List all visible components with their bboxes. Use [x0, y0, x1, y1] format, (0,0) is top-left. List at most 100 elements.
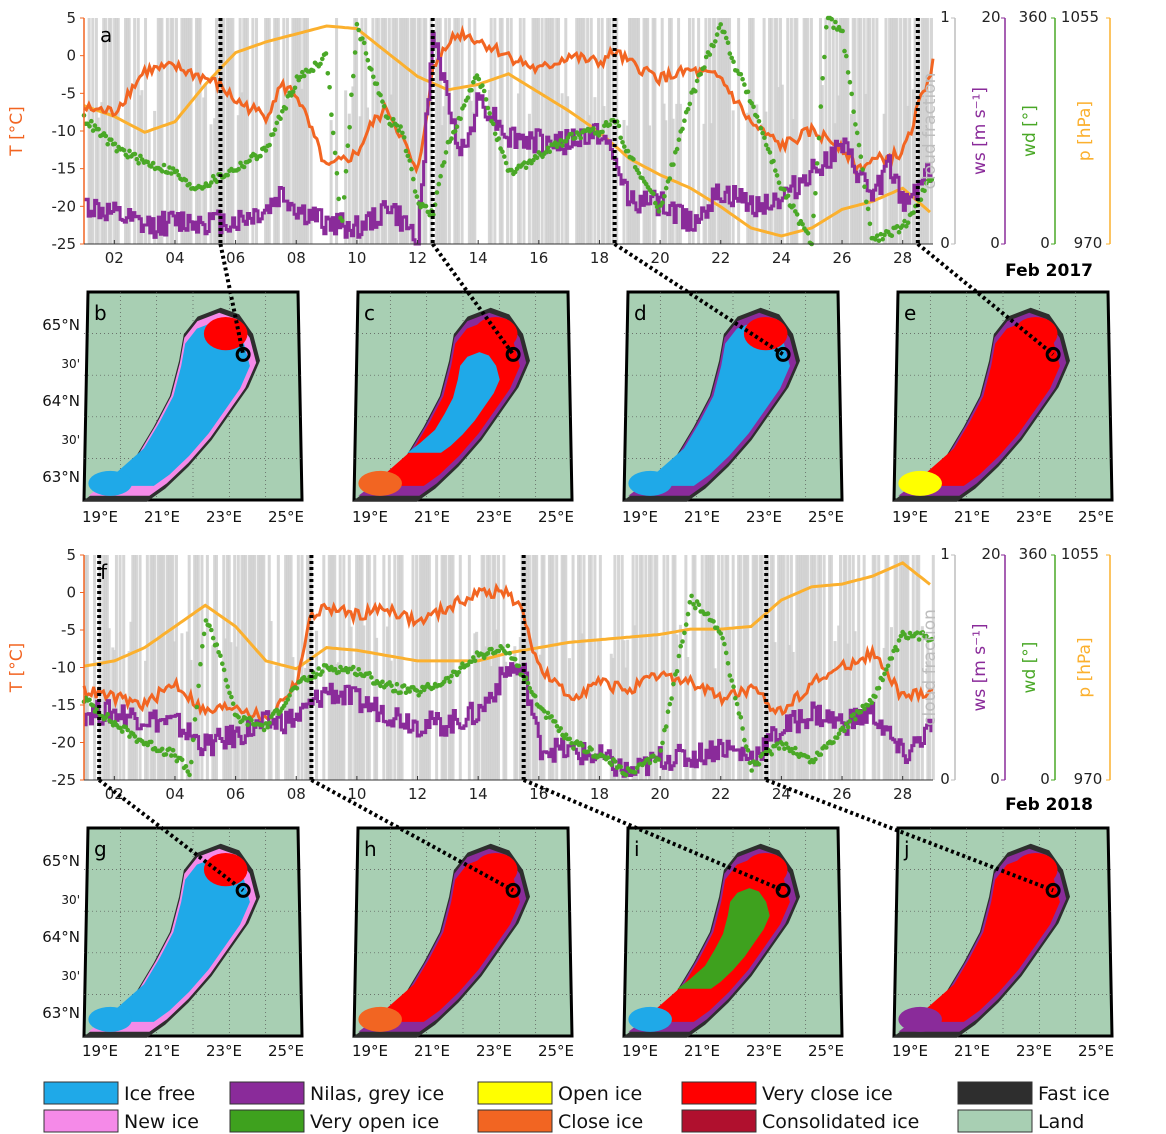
- cloud-bar: [444, 555, 448, 780]
- x-tick-label: 16: [529, 249, 548, 267]
- cloud-bar: [804, 18, 808, 244]
- wind-direction-dot: [554, 724, 560, 729]
- longitude-label: 21°E: [414, 508, 450, 526]
- wind-direction-dot: [207, 623, 212, 628]
- cloud-bar: [859, 18, 863, 244]
- wind-direction-dot: [589, 747, 594, 752]
- wind-direction-dot: [831, 740, 836, 745]
- cloud-bar: [624, 667, 628, 780]
- cloud-bar: [638, 555, 642, 780]
- cloud-bar: [153, 555, 157, 780]
- wind-direction-dot: [865, 206, 871, 212]
- wind-direction-dot: [654, 204, 660, 210]
- cloud-bar: [824, 18, 828, 244]
- cloud-bar: [144, 660, 148, 780]
- wind-direction-dot: [103, 133, 109, 139]
- wind-direction-dot: [474, 73, 480, 78]
- cloud-bar: [720, 555, 724, 780]
- cloud-bar: [300, 555, 304, 780]
- wind-direction-dot: [873, 237, 878, 242]
- cloud-bar: [502, 555, 506, 780]
- cloud-bar: [493, 18, 497, 244]
- cloud-bar: [238, 18, 242, 244]
- cloud-bar: [171, 555, 175, 780]
- wind-direction-dot: [853, 716, 858, 722]
- cloud-bar: [387, 555, 391, 780]
- map-connector: [916, 242, 1055, 356]
- cloud-bar: [251, 555, 255, 780]
- cloud-bar: [818, 555, 822, 780]
- cloud-bar: [895, 18, 899, 244]
- cloud-bar: [205, 555, 209, 780]
- wind-direction-dot: [740, 76, 745, 82]
- cloud-bar: [731, 110, 735, 244]
- wind-direction-dot: [662, 194, 667, 199]
- cloud-bar: [304, 667, 308, 780]
- cloud-bar: [560, 93, 564, 244]
- wind-direction-dot: [745, 748, 751, 753]
- cloud-bar: [855, 128, 859, 244]
- wind-direction-dot: [423, 203, 429, 209]
- cloud-bar: [315, 630, 319, 780]
- cloud-bar: [804, 555, 808, 780]
- x-tick-label: 22: [711, 785, 730, 803]
- cloud-bar: [151, 555, 155, 780]
- wind-direction-dot: [496, 648, 502, 654]
- cloud-bar: [857, 18, 861, 244]
- wind-direction-dot: [363, 51, 369, 56]
- cloud-bar: [544, 18, 548, 244]
- cloud-bar: [225, 18, 229, 244]
- ice-map-d: d 19°E 21°E 23°E 25°E: [622, 290, 844, 526]
- cloud-bar: [862, 18, 866, 244]
- wind-direction-dot: [198, 661, 203, 667]
- cloud-bar: [831, 18, 835, 244]
- cloud-bar: [442, 106, 446, 244]
- wind-direction-dot: [458, 665, 463, 671]
- wind-direction-dot: [356, 27, 362, 33]
- wind-direction-dot: [316, 666, 322, 671]
- ice-inner-zone: [677, 888, 770, 989]
- cloud-bar: [393, 18, 397, 244]
- wind-direction-dot: [731, 59, 736, 64]
- wind-direction-dot: [767, 150, 773, 155]
- wind-direction-dot: [727, 673, 733, 678]
- cloud-bar: [427, 555, 431, 780]
- cloud-bar: [418, 555, 422, 780]
- x-tick-label: 20: [651, 785, 670, 803]
- cloud-bar: [189, 18, 193, 244]
- longitude-label: 23°E: [476, 508, 512, 526]
- cloud-bar: [911, 555, 915, 780]
- cloud-bar: [169, 555, 173, 780]
- cloud-bar: [637, 18, 641, 244]
- wind-direction-dot: [760, 130, 765, 136]
- wind-direction-dot: [274, 120, 280, 126]
- y-axis-label-temperature: T [°C]: [7, 643, 27, 693]
- wind-direction-dot: [562, 735, 567, 741]
- cloud-bar: [147, 132, 151, 244]
- wind-direction-dot: [791, 203, 796, 208]
- cloud-bar: [506, 18, 510, 244]
- wind-direction-dot: [394, 123, 400, 128]
- cloud-bar: [620, 555, 624, 780]
- wind-direction-dot: [531, 157, 536, 163]
- wind-direction-dot: [818, 104, 824, 109]
- cloud-bar: [691, 555, 695, 780]
- cloud-bar: [518, 637, 522, 780]
- wind-direction-dot: [87, 124, 92, 129]
- wind-direction-dot: [660, 200, 665, 205]
- legend-swatch: [957, 1109, 1033, 1133]
- wind-direction-dot: [612, 759, 618, 764]
- wind-direction-dot: [374, 81, 380, 87]
- cloud-bar: [646, 18, 650, 244]
- cloud-bar: [593, 555, 597, 780]
- wind-direction-dot: [332, 150, 338, 156]
- wind-direction-dot: [169, 171, 174, 176]
- p-tick-bottom: 970: [1074, 234, 1103, 252]
- wind-direction-dot: [394, 681, 400, 687]
- wind-direction-dot: [505, 643, 511, 649]
- cloud-bar: [717, 18, 721, 244]
- cloud-bar: [258, 555, 262, 780]
- wind-direction-dot: [740, 726, 745, 731]
- cloud-bar: [498, 18, 502, 244]
- wind-direction-dot: [134, 156, 140, 162]
